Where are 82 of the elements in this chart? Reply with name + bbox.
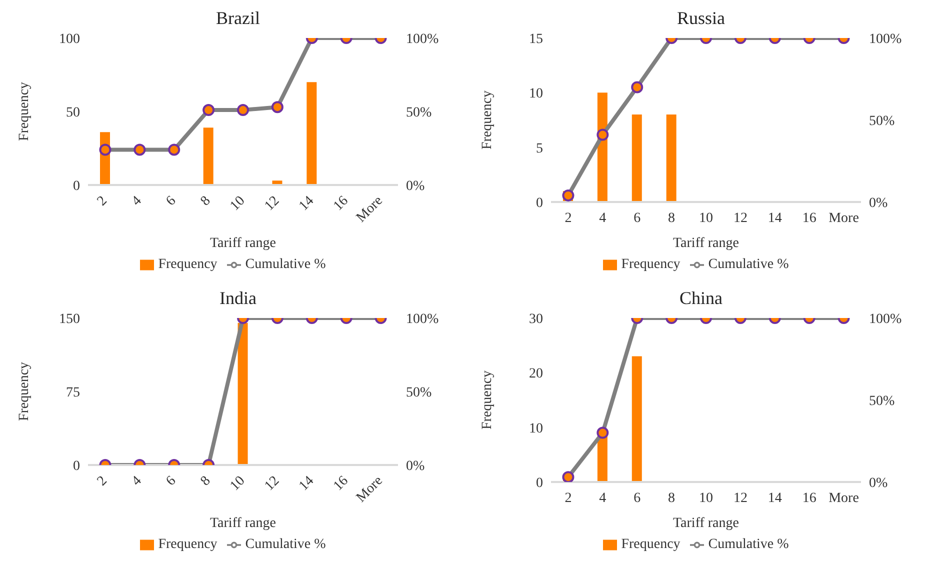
x-tick-label: 8 — [668, 211, 676, 226]
x-tick-label: 10 — [228, 194, 248, 214]
legend-label: Cumulative % — [708, 537, 789, 552]
x-tick-label: 14 — [296, 194, 317, 214]
x-tick-label: More — [828, 211, 859, 226]
chart-title: India — [218, 288, 258, 310]
x-tick-label: 8 — [668, 491, 676, 506]
y2-tick-label: 50% — [869, 114, 895, 129]
y-tick-label: 0 — [73, 458, 80, 474]
y-tick-label: 10 — [529, 86, 543, 102]
chart-title: Russia — [676, 8, 726, 30]
y-tick-label: 50 — [66, 105, 80, 120]
y-tick-label: 0 — [73, 178, 80, 194]
x-tick-label: 10 — [699, 491, 713, 506]
bar — [203, 128, 214, 185]
x-tick-label: 6 — [634, 491, 641, 506]
chart-title: China — [678, 288, 724, 310]
y-tick-label: 20 — [529, 366, 543, 382]
y2-tick-label: 100% — [869, 312, 902, 327]
y2-tick-label: 50% — [869, 394, 895, 409]
y-axis-title: Frequency — [480, 90, 495, 150]
legend-label: Cumulative % — [245, 257, 326, 272]
x-tick-label: 16 — [802, 491, 816, 506]
x-tick-label: 12 — [733, 211, 748, 226]
x-tick-label: 12 — [733, 491, 748, 506]
y2-tick-label: 0% — [869, 476, 888, 491]
x-tick-label: 2 — [564, 211, 572, 226]
y-tick-label: 150 — [59, 312, 80, 327]
y2-tick-label: 0% — [406, 178, 425, 194]
legend-label: Frequency — [158, 537, 218, 552]
x-tick-label: 6 — [634, 211, 641, 226]
bar — [306, 82, 317, 185]
y2-tick-label: 0% — [406, 458, 425, 474]
y-tick-label: 15 — [529, 32, 543, 47]
x-tick-label: 2 — [94, 194, 110, 210]
y-tick-label: 0 — [536, 476, 543, 491]
y-tick-label: 0 — [536, 196, 543, 211]
y-axis-title: Frequency — [480, 370, 495, 430]
x-tick-label: 10 — [699, 211, 713, 226]
x-tick-label: 12 — [262, 474, 283, 494]
legend-label: Frequency — [158, 257, 218, 272]
x-tick-label: More — [828, 491, 859, 506]
x-tick-label: 14 — [296, 474, 317, 494]
x-tick-label: 16 — [802, 211, 816, 226]
y-tick-label: 100 — [59, 32, 80, 47]
x-tick-label: 2 — [94, 474, 110, 490]
x-axis-title: Tariff range — [210, 516, 276, 531]
x-axis-title: Tariff range — [672, 236, 740, 251]
x-tick-label: 8 — [198, 194, 214, 210]
y-tick-label: 10 — [529, 421, 543, 436]
legend-label: Cumulative % — [245, 537, 326, 552]
x-axis-title: Tariff range — [672, 516, 740, 531]
y2-tick-label: 100% — [869, 32, 902, 47]
y2-tick-label: 50% — [406, 105, 432, 120]
chart-title: Brazil — [215, 8, 261, 30]
x-tick-label: 4 — [129, 474, 145, 490]
y2-tick-label: 50% — [406, 385, 432, 400]
y-tick-label: 5 — [536, 141, 543, 156]
y-axis-title: Frequency — [16, 82, 32, 142]
x-tick-label: 14 — [768, 491, 782, 506]
x-tick-label: 6 — [164, 474, 180, 490]
x-tick-label: 4 — [599, 211, 606, 226]
x-tick-label: 4 — [129, 194, 145, 210]
x-tick-label: 10 — [228, 474, 248, 494]
x-tick-label: 16 — [330, 474, 352, 494]
x-tick-label: 2 — [564, 491, 572, 506]
x-axis-title: Tariff range — [210, 236, 276, 251]
x-tick-label: 14 — [768, 211, 782, 226]
x-tick-label: 12 — [262, 194, 283, 214]
y-tick-label: 30 — [529, 312, 543, 327]
y2-tick-label: 100% — [406, 32, 439, 47]
x-tick-label: 16 — [330, 194, 352, 214]
y-tick-label: 75 — [66, 385, 80, 400]
x-tick-label: 6 — [164, 194, 180, 210]
y2-tick-label: 100% — [406, 312, 439, 327]
legend-label: Cumulative % — [708, 257, 789, 272]
y2-tick-label: 0% — [869, 196, 888, 211]
x-tick-label: 8 — [198, 474, 214, 490]
legend-label: Frequency — [621, 257, 680, 272]
x-tick-label: 4 — [599, 491, 606, 506]
y-axis-title: Frequency — [16, 362, 32, 422]
legend-label: Frequency — [621, 537, 680, 552]
